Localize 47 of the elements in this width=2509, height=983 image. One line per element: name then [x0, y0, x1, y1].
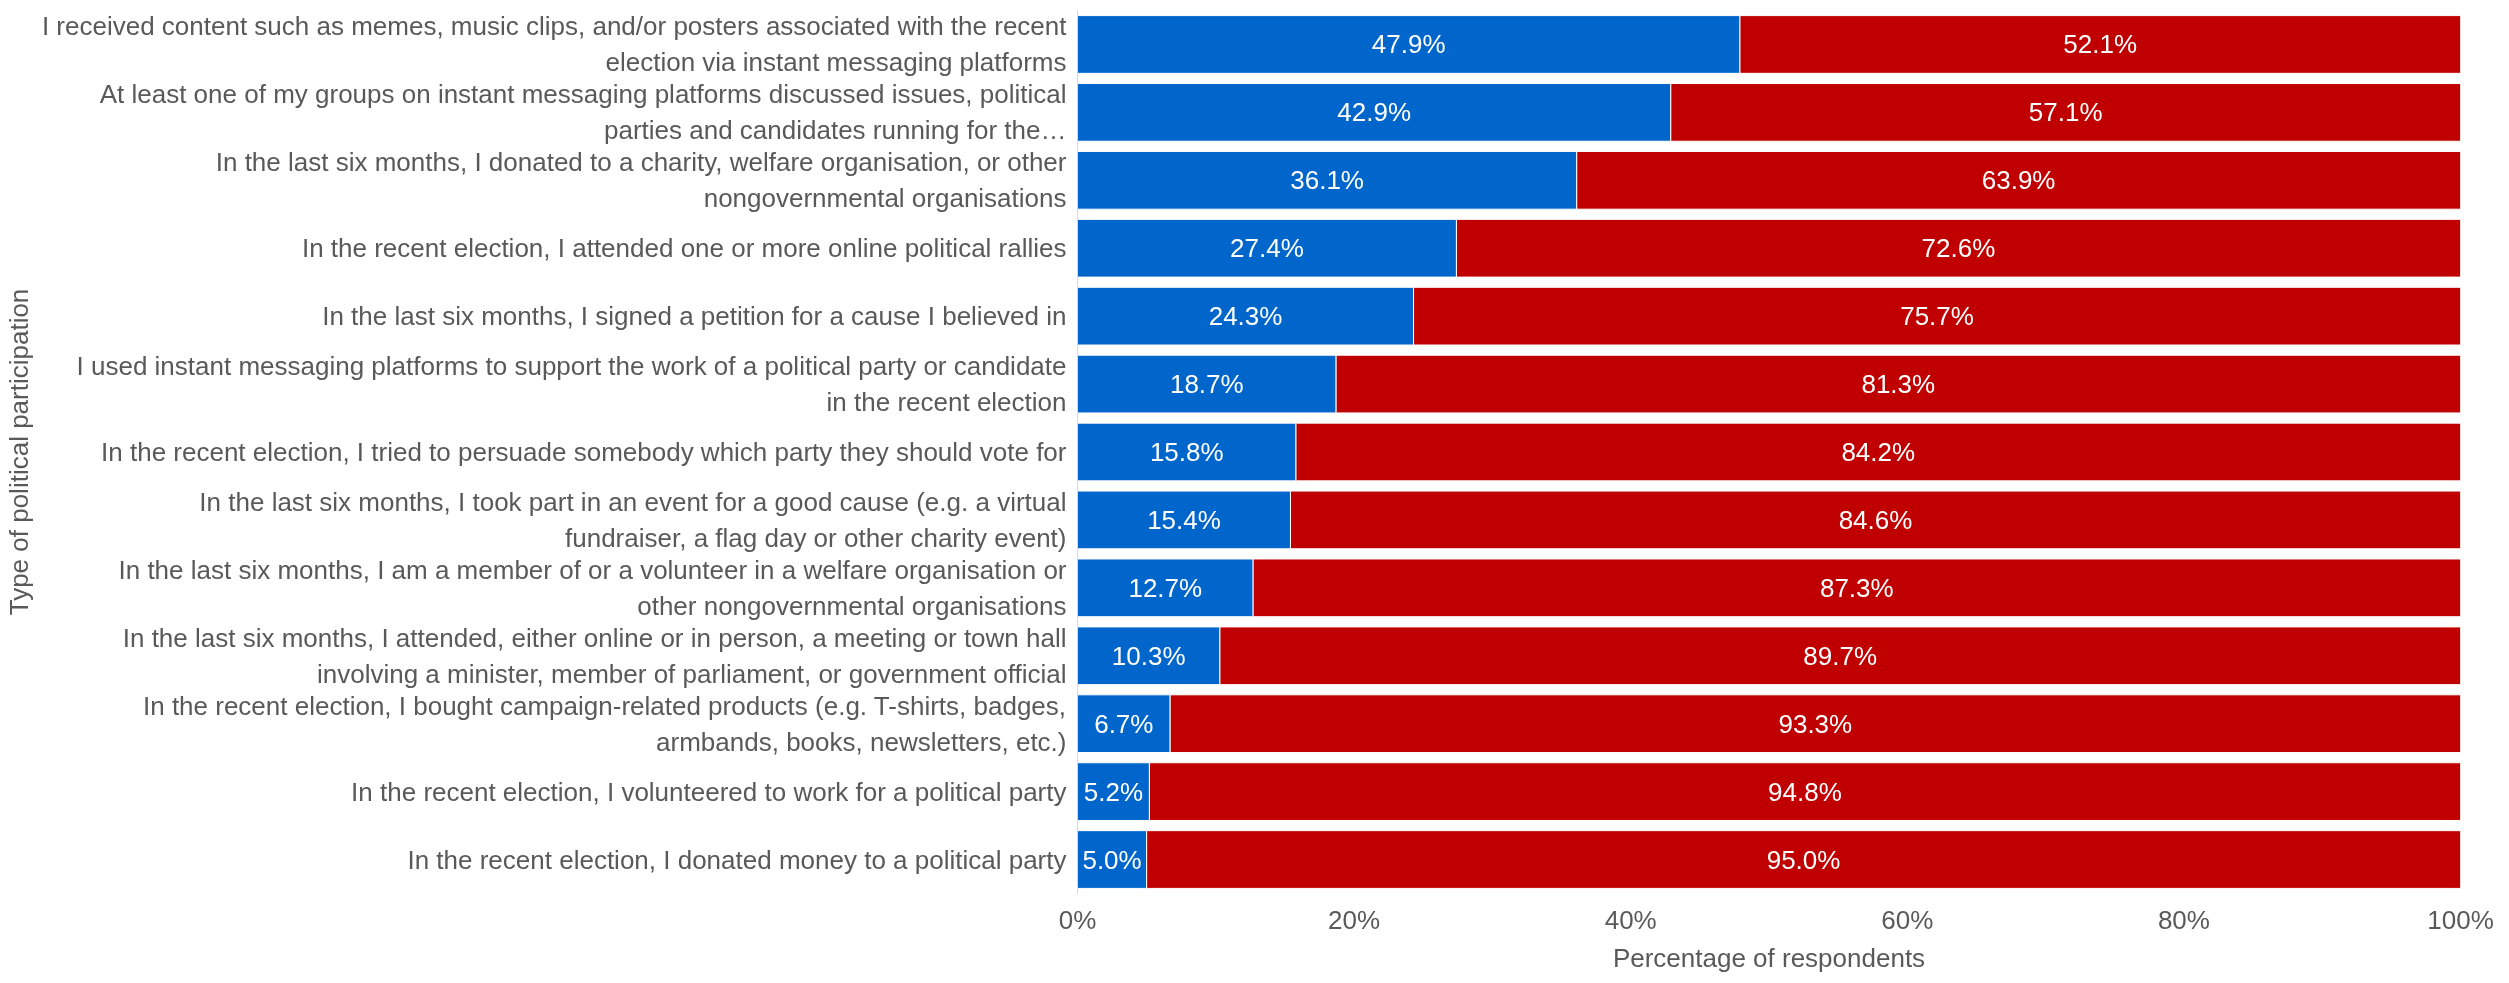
data-label: 42.9%	[1337, 97, 1412, 128]
data-label: 89.7%	[1803, 640, 1878, 671]
data-label: 10.3%	[1111, 640, 1186, 671]
y-tick-label: In the recent election, I attended one or more online political rallies	[301, 233, 1067, 264]
y-axis-title: Type of political participation	[3, 288, 34, 616]
y-tick-label: In the last six months, I signed a petition for a cause I believed in	[322, 301, 1067, 332]
x-tick-label: 40%	[1604, 904, 1657, 935]
x-tick-label: 20%	[1328, 904, 1381, 935]
y-tick-label: In the recent election, I volunteered to work for a political party	[351, 776, 1067, 807]
data-label: 27.4%	[1230, 233, 1304, 264]
x-tick-label: 60%	[1881, 904, 1934, 935]
y-tick-label: At least one of my groups on instant messaging platforms discussed issues, political parties and candidates running for the…	[99, 79, 1067, 146]
x-tick-label: 100%	[2427, 904, 2494, 935]
y-tick-label: In the last six months, I attended, either online or in person, a meeting or town hall involving a minister, member of parliament, or government official	[122, 622, 1067, 689]
data-label: 5.0%	[1082, 844, 1142, 875]
data-label: 63.9%	[1981, 165, 2056, 196]
data-label: 84.2%	[1841, 437, 1916, 467]
x-axis-title: Percentage of respondents	[1612, 942, 1926, 973]
data-label: 24.3%	[1208, 301, 1283, 332]
x-tick-label: 80%	[2157, 904, 2210, 935]
data-label: 81.3%	[1861, 369, 1936, 400]
data-label: 75.7%	[1900, 301, 1974, 332]
data-label: 84.6%	[1838, 504, 1913, 535]
data-label: 95.0%	[1766, 844, 1841, 875]
y-tick-label: In the recent election, I tried to persuade somebody which party they should vote for	[101, 437, 1067, 467]
y-tick-label: In the recent election, I bought campaign-related products (e.g. T-shirts, badges, armbands, books, newsletters, etc.)	[142, 690, 1067, 757]
data-label: 94.8%	[1768, 776, 1842, 807]
x-tick-label: 0%	[1058, 904, 1097, 935]
data-label: 15.4%	[1147, 504, 1221, 535]
y-tick-label: In the last six months, I am a member of or a volunteer in a welfare organisation or other nongovernmental organisations	[118, 554, 1067, 621]
data-label: 57.1%	[2028, 97, 2103, 128]
data-label: 47.9%	[1371, 29, 1446, 60]
data-label: 36.1%	[1290, 165, 1365, 196]
y-tick-label: In the last six months, I took part in an event for a good cause (e.g. a virtual fundraiser, a flag day or other charity event)	[199, 486, 1067, 553]
data-label: 52.1%	[2063, 29, 2138, 60]
data-label: 6.7%	[1094, 708, 1154, 739]
y-tick-label: I received content such as memes, music clips, and/or posters associated with the recent election via instant messaging platforms	[41, 11, 1068, 78]
data-label: 87.3%	[1819, 572, 1894, 603]
data-label: 15.8%	[1149, 437, 1224, 467]
y-tick-label: I used instant messaging platforms to support the work of a political party or candidate in the recent election	[76, 351, 1067, 418]
y-tick-label: In the recent election, I donated money to a political party	[407, 844, 1067, 875]
data-label: 72.6%	[1921, 233, 1996, 264]
data-label: 12.7%	[1128, 572, 1203, 603]
data-label: 18.7%	[1169, 369, 1244, 400]
data-label: 5.2%	[1083, 776, 1144, 807]
data-label: 93.3%	[1778, 708, 1853, 739]
y-tick-label: In the last six months, I donated to a charity, welfare organisation, or other nongovernmental organisations	[215, 147, 1067, 214]
